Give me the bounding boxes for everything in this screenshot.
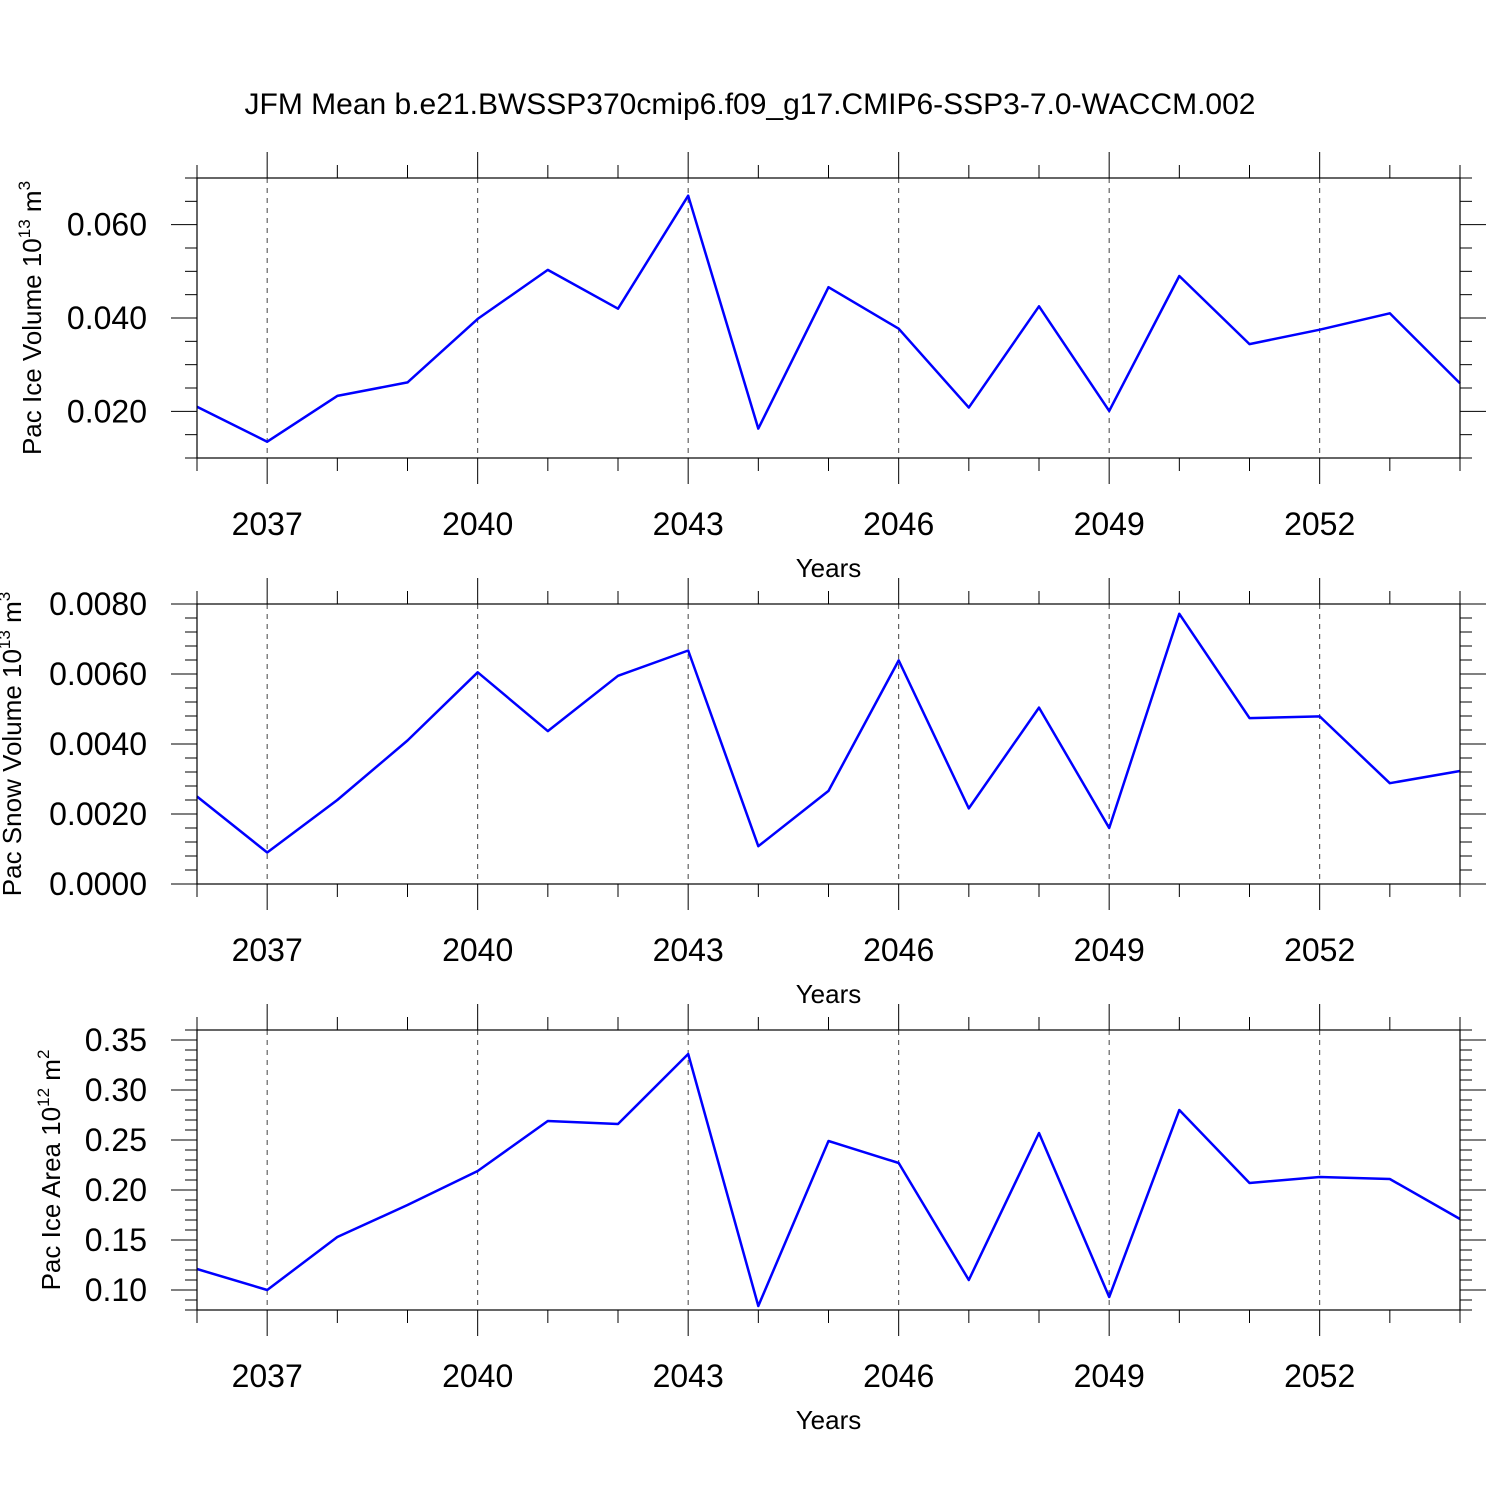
x-tick-label: 2046 — [863, 506, 934, 542]
y-tick-label: 0.0000 — [49, 866, 147, 902]
x-tick-label: 2052 — [1284, 1358, 1355, 1394]
x-tick-label: 2052 — [1284, 506, 1355, 542]
x-tick-label: 2043 — [653, 506, 724, 542]
x-tick-label: 2046 — [863, 932, 934, 968]
plot-frame — [196, 603, 1461, 885]
y-tick-label: 0.30 — [85, 1072, 147, 1108]
panel-2: 2037 2040 2043 2046 2049 2052 0.0000 0.0020 0.00… — [0, 578, 1486, 1009]
figure-title: JFM Mean b.e21.BWSSP370cmip6.f09_g17.CMI… — [245, 88, 1256, 121]
x-tick-label: 2040 — [442, 506, 513, 542]
panel-1: 2037 2040 2043 2046 2049 2052 0.020 0.040 0.060 Y… — [15, 152, 1486, 583]
x-tick-label: 2040 — [442, 932, 513, 968]
panels: 2037 2040 2043 2046 2049 2052 0.020 0.040 0.060 Y… — [0, 152, 1486, 1435]
y-axis-label: Pac Ice Volume 1013 m3 — [15, 181, 47, 455]
x-tick-label: 2043 — [653, 932, 724, 968]
y-tick-label: 0.20 — [85, 1172, 147, 1208]
x-tick-label: 2037 — [232, 932, 303, 968]
panel-3: 2037 2040 2043 2046 2049 2052 0.10 0.15 0.20 0.25… — [34, 1004, 1486, 1435]
y-tick-label: 0.0020 — [49, 796, 147, 832]
y-tick-label: 0.060 — [67, 207, 147, 243]
y-tick-label: 0.15 — [85, 1222, 147, 1258]
x-axis-label: Years — [796, 553, 862, 583]
y-tick-label: 0.10 — [85, 1272, 147, 1308]
plot-frame — [196, 1029, 1461, 1311]
x-tick-label: 2037 — [232, 506, 303, 542]
x-tick-label: 2052 — [1284, 932, 1355, 968]
x-tick-label: 2049 — [1074, 506, 1145, 542]
x-axis-label: Years — [796, 1405, 862, 1435]
y-axis-label: Pac Ice Area 1012 m2 — [34, 1050, 66, 1291]
x-axis-label: Years — [796, 979, 862, 1009]
x-tick-label: 2037 — [232, 1358, 303, 1394]
y-axis-label: Pac Snow Volume 1013 m3 — [0, 592, 27, 896]
x-tick-label: 2049 — [1074, 932, 1145, 968]
y-tick-label: 0.0080 — [49, 586, 147, 622]
y-tick-label: 0.020 — [67, 393, 147, 429]
y-tick-label: 0.25 — [85, 1122, 147, 1158]
y-tick-label: 0.040 — [67, 300, 147, 336]
y-tick-label: 0.35 — [85, 1022, 147, 1058]
plot-frame — [196, 177, 1461, 459]
x-tick-label: 2049 — [1074, 1358, 1145, 1394]
x-tick-label: 2046 — [863, 1358, 934, 1394]
x-tick-label: 2040 — [442, 1358, 513, 1394]
y-tick-label: 0.0040 — [49, 726, 147, 762]
x-tick-label: 2043 — [653, 1358, 724, 1394]
y-tick-label: 0.0060 — [49, 656, 147, 692]
